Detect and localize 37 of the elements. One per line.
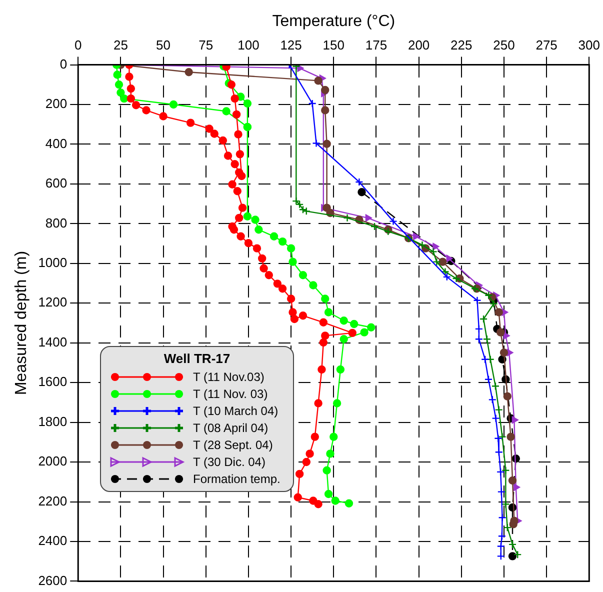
legend-label: T (11 Nov. 03) bbox=[193, 386, 268, 400]
legend-label: T (10 March 04) bbox=[193, 404, 278, 418]
x-tick-label: 275 bbox=[536, 38, 558, 53]
y-tick-label: 1600 bbox=[38, 374, 68, 390]
y-tick-label: 1200 bbox=[38, 294, 68, 310]
legend-label: T (28 Sept. 04) bbox=[193, 438, 273, 452]
legend-label: T (11 Nov.03) bbox=[193, 370, 264, 384]
y-tick-label: 200 bbox=[45, 96, 68, 112]
x-tick-label: 50 bbox=[156, 38, 171, 53]
legend-label: T (30 Dic. 04) bbox=[193, 454, 266, 468]
x-tick-label: 200 bbox=[408, 38, 430, 53]
x-tick-label: 100 bbox=[238, 38, 260, 53]
x-tick-label: 125 bbox=[280, 38, 302, 53]
y-tick-label: 1800 bbox=[38, 414, 68, 429]
x-tick-label: 175 bbox=[365, 38, 388, 53]
x-tick-label: 250 bbox=[493, 38, 515, 53]
y-tick-label: 2200 bbox=[38, 493, 68, 508]
y-tick-label: 800 bbox=[45, 215, 68, 230]
x-tick-label: 225 bbox=[450, 38, 472, 53]
legend-label: T (08 April 04) bbox=[193, 420, 268, 434]
x-tick-label: 150 bbox=[322, 38, 344, 53]
legend-label: Formation temp. bbox=[193, 472, 280, 486]
y-tick-label: 1400 bbox=[38, 334, 68, 350]
legend-title: Well TR-17 bbox=[162, 351, 232, 366]
x-tick-label: 75 bbox=[198, 38, 214, 53]
y-tick-label: 0 bbox=[60, 56, 68, 72]
x-tick-label: 0 bbox=[74, 38, 82, 53]
x-axis-title: Temperature (°C) bbox=[272, 13, 396, 30]
y-tick-label: 2600 bbox=[38, 572, 68, 588]
y-tick-label: 400 bbox=[45, 136, 68, 151]
x-tick-label: 25 bbox=[113, 38, 128, 53]
y-tick-label: 600 bbox=[45, 176, 68, 191]
x-tick-label: 300 bbox=[578, 38, 600, 53]
y-tick-label: 1000 bbox=[38, 254, 68, 270]
y-tick-label: 2000 bbox=[38, 454, 68, 469]
y-tick-label: 2400 bbox=[38, 533, 68, 548]
y-axis-title: Measured depth (m) bbox=[13, 250, 30, 396]
